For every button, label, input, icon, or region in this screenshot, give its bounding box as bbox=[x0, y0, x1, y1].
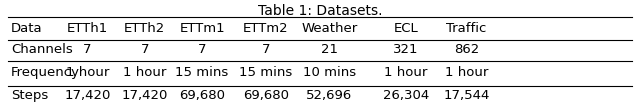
Text: Weather: Weather bbox=[301, 22, 358, 35]
Text: Traffic: Traffic bbox=[446, 22, 487, 35]
Text: 69,680: 69,680 bbox=[243, 89, 289, 102]
Text: 862: 862 bbox=[454, 43, 479, 56]
Text: 69,680: 69,680 bbox=[179, 89, 225, 102]
Text: 1 hour: 1 hour bbox=[66, 66, 109, 79]
Text: 1 hour: 1 hour bbox=[445, 66, 488, 79]
Text: 7: 7 bbox=[198, 43, 206, 56]
Text: ETTm2: ETTm2 bbox=[243, 22, 289, 35]
Text: 7: 7 bbox=[141, 43, 149, 56]
Text: Table 1: Datasets.: Table 1: Datasets. bbox=[258, 4, 382, 18]
Text: ETTh1: ETTh1 bbox=[67, 22, 108, 35]
Text: 17,544: 17,544 bbox=[444, 89, 490, 102]
Text: 15 mins: 15 mins bbox=[175, 66, 228, 79]
Text: 21: 21 bbox=[321, 43, 338, 56]
Text: Data: Data bbox=[11, 22, 43, 35]
Text: ETTm1: ETTm1 bbox=[179, 22, 225, 35]
Text: 7: 7 bbox=[83, 43, 92, 56]
Text: 321: 321 bbox=[393, 43, 419, 56]
Text: 1 hour: 1 hour bbox=[123, 66, 166, 79]
Text: 10 mins: 10 mins bbox=[303, 66, 356, 79]
Text: 26,304: 26,304 bbox=[383, 89, 429, 102]
Text: ETTh2: ETTh2 bbox=[124, 22, 165, 35]
Text: 17,420: 17,420 bbox=[64, 89, 111, 102]
Text: 52,696: 52,696 bbox=[307, 89, 353, 102]
Text: Frequency: Frequency bbox=[11, 66, 80, 79]
Text: 17,420: 17,420 bbox=[122, 89, 168, 102]
Text: 1 hour: 1 hour bbox=[385, 66, 428, 79]
Text: ECL: ECL bbox=[394, 22, 419, 35]
Text: Channels: Channels bbox=[11, 43, 73, 56]
Text: Steps: Steps bbox=[11, 89, 48, 102]
Text: 7: 7 bbox=[262, 43, 270, 56]
Text: 15 mins: 15 mins bbox=[239, 66, 292, 79]
